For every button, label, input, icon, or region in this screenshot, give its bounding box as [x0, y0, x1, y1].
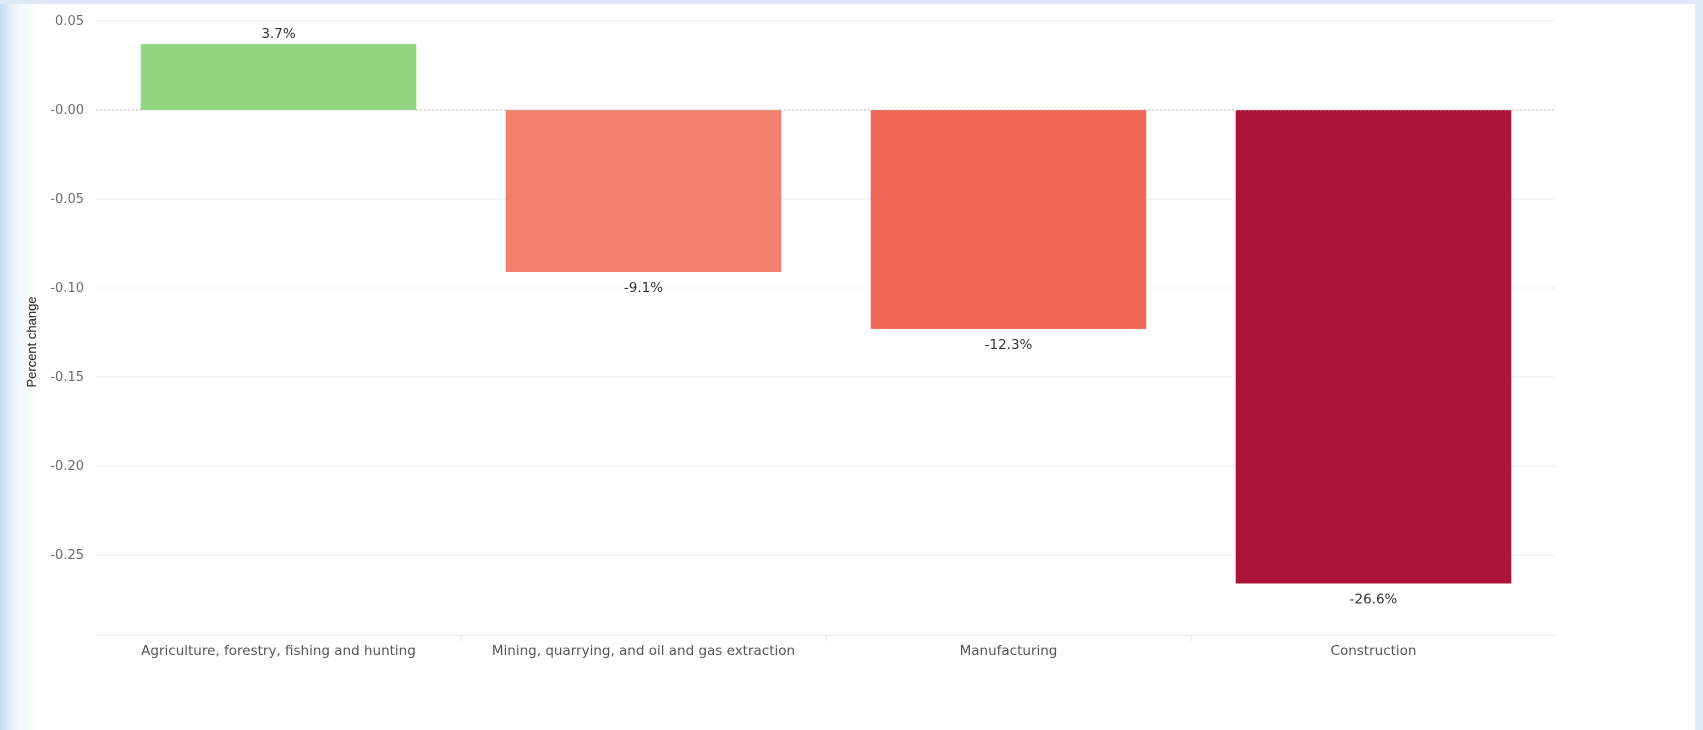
y-tick-label: 0.05: [55, 14, 84, 29]
y-tick-label: -0.15: [50, 370, 84, 385]
y-tick-label: -0.10: [50, 281, 84, 296]
bar[interactable]: [505, 110, 782, 272]
bar[interactable]: [140, 44, 417, 110]
data-label: -9.1%: [624, 280, 663, 296]
x-tick-label: Mining, quarrying, and oil and gas extra…: [492, 643, 795, 659]
y-tick-label: -0.05: [50, 192, 84, 207]
y-tick-label: -0.20: [50, 459, 84, 474]
data-label: -26.6%: [1350, 591, 1398, 607]
bar[interactable]: [1235, 110, 1512, 584]
x-axis-labels: Agriculture, forestry, fishing and hunti…: [141, 635, 1416, 659]
x-tick-label: Manufacturing: [960, 643, 1058, 659]
bar[interactable]: [870, 110, 1147, 329]
y-tick-label: -0.25: [50, 548, 84, 563]
data-labels: 3.7% -9.1% -12.3% -26.6%: [261, 26, 1397, 607]
data-label: 3.7%: [261, 26, 295, 42]
x-tick-label: Agriculture, forestry, fishing and hunti…: [141, 643, 416, 659]
data-label: -12.3%: [985, 337, 1033, 353]
y-axis-ticks: 0.05 -0.00 -0.05 -0.10 -0.15 -0.20 -0.25: [50, 14, 84, 563]
y-tick-label: -0.00: [50, 103, 84, 118]
x-tick-label: Construction: [1331, 643, 1417, 659]
y-axis-label: Percent change: [24, 296, 39, 387]
bars: [140, 44, 1512, 584]
